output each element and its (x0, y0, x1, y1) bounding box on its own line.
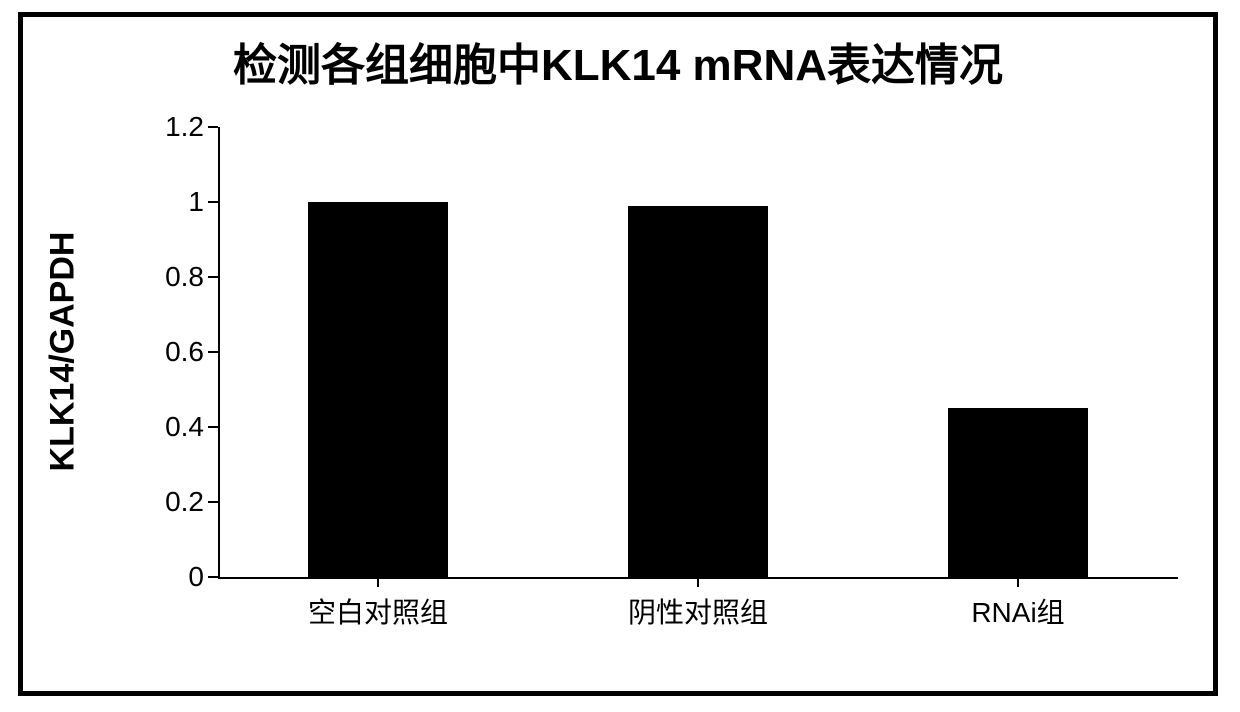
y-tick-label: 0 (188, 561, 204, 593)
y-tick-label: 1 (188, 186, 204, 218)
y-tick (208, 426, 218, 428)
y-tick (208, 276, 218, 278)
y-tick-label: 0.6 (165, 336, 204, 368)
x-tick-label: 阴性对照组 (628, 591, 768, 631)
y-tick-label: 1.2 (165, 111, 204, 143)
bar (948, 408, 1089, 577)
x-tick (1017, 577, 1019, 587)
y-tick (208, 126, 218, 128)
x-tick (697, 577, 699, 587)
y-axis-line (218, 127, 220, 577)
y-tick (208, 501, 218, 503)
y-tick (208, 576, 218, 578)
y-tick-label: 0.8 (165, 261, 204, 293)
chart-title: 检测各组细胞中KLK14 mRNA表达情况 (23, 29, 1213, 93)
x-tick (377, 577, 379, 587)
y-tick-label: 0.4 (165, 411, 204, 443)
chart-frame: 检测各组细胞中KLK14 mRNA表达情况 KLK14/GAPDH 00.20.… (18, 12, 1218, 696)
y-tick (208, 201, 218, 203)
y-tick (208, 351, 218, 353)
y-tick-label: 0.2 (165, 486, 204, 518)
x-tick-label: RNAi组 (971, 591, 1064, 631)
y-axis-title: KLK14/GAPDH (44, 222, 83, 482)
bar (308, 202, 449, 577)
bar (628, 206, 769, 577)
x-tick-label: 空白对照组 (308, 591, 448, 631)
plot-area: 00.20.40.60.811.2空白对照组阴性对照组RNAi组 (218, 127, 1178, 577)
